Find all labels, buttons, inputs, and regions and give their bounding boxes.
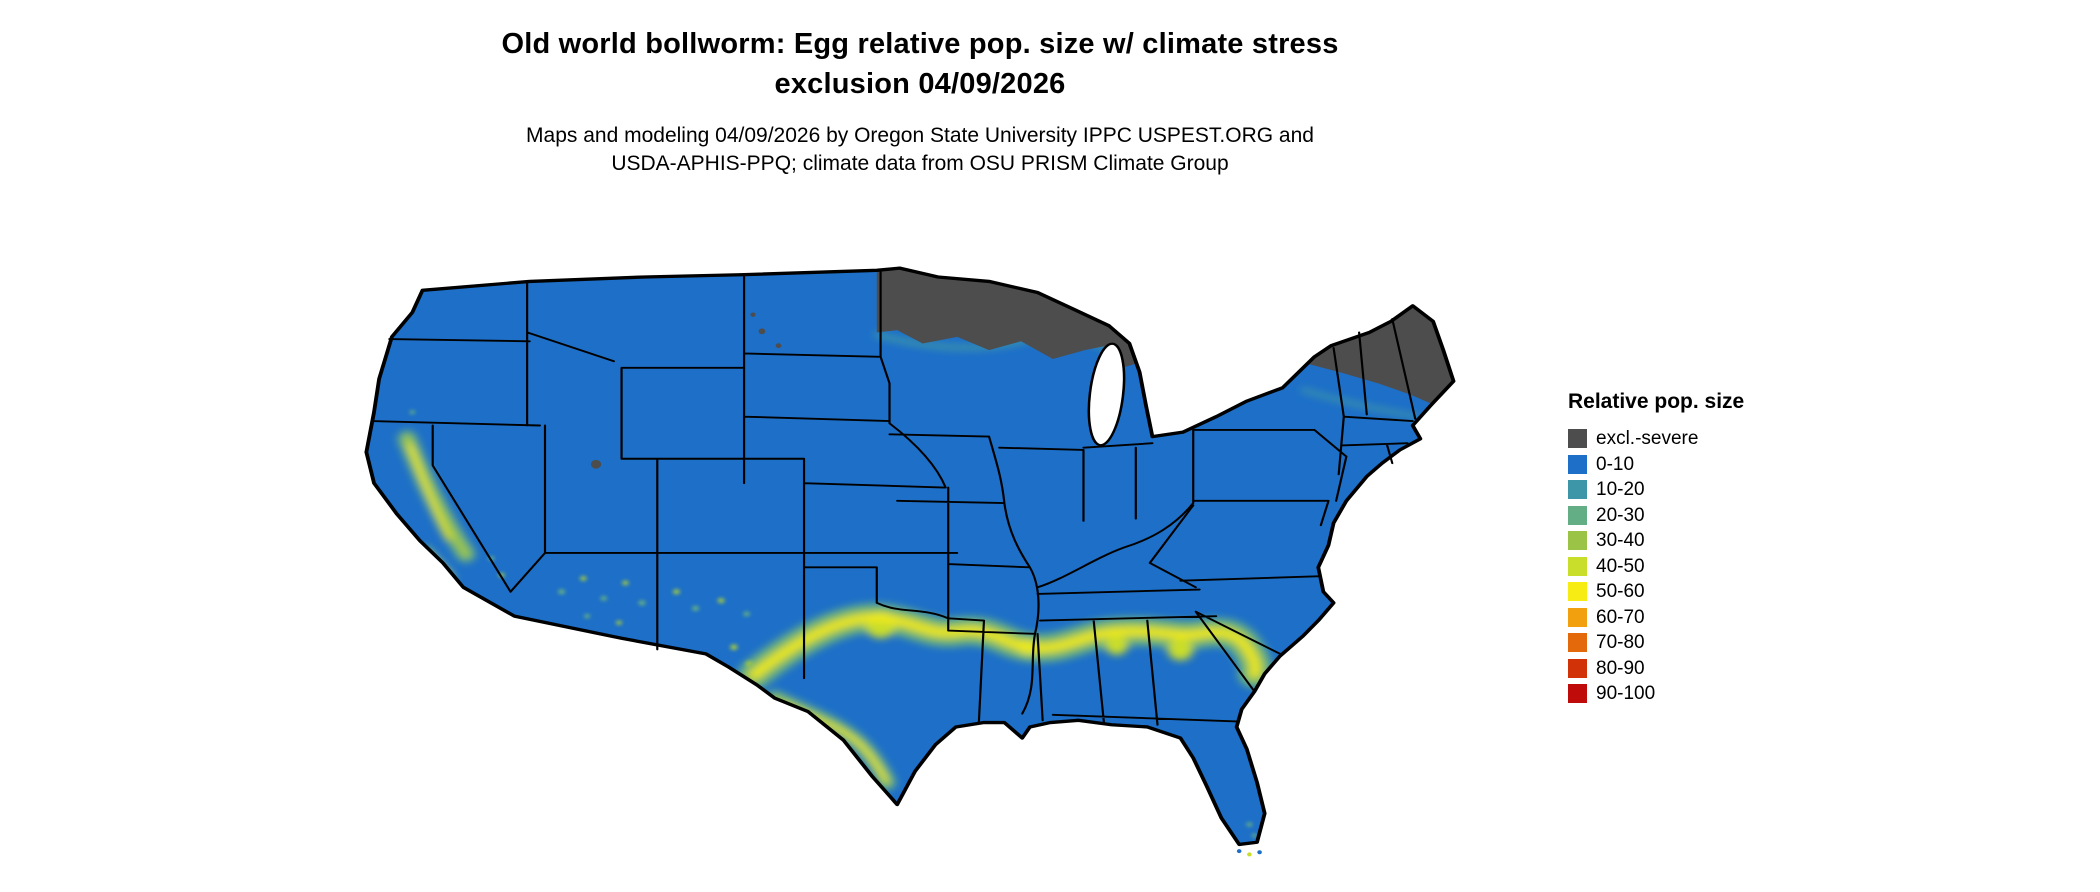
map-subtitle: Maps and modeling 04/09/2026 by Oregon S… [526, 124, 1314, 176]
legend-label: excl.-severe [1596, 428, 1699, 450]
legend-item: 50-60 [1568, 579, 1744, 605]
legend-items: excl.-severe 0-10 10-20 20-30 30-40 40-5… [1568, 426, 1744, 707]
legend-label: 0-10 [1596, 453, 1635, 475]
legend-swatch [1568, 633, 1587, 653]
legend-swatch [1568, 582, 1587, 602]
state-borders [370, 269, 1417, 726]
legend-swatch [1568, 658, 1587, 678]
legend-item: 10-20 [1568, 477, 1744, 503]
legend-swatch [1568, 531, 1587, 551]
us-outline [364, 266, 1456, 847]
legend-label: 70-80 [1596, 632, 1645, 654]
legend-item: 90-100 [1568, 681, 1744, 707]
legend-swatch [1568, 480, 1587, 500]
map-container [300, 226, 1525, 891]
legend-swatch [1568, 505, 1587, 525]
legend-label: 60-70 [1596, 606, 1645, 628]
map-title: Old world bollworm: Egg relative pop. si… [501, 28, 1339, 101]
legend-item: excl.-severe [1568, 426, 1744, 452]
legend-item: 20-30 [1568, 503, 1744, 529]
legend-label: 50-60 [1596, 581, 1645, 603]
florida-keys [1236, 849, 1262, 857]
exclusion-zones [590, 268, 1454, 469]
legend-item: 30-40 [1568, 528, 1744, 554]
legend-label: 40-50 [1596, 555, 1645, 577]
us-landmass [366, 268, 1454, 845]
legend-item: 0-10 [1568, 452, 1744, 478]
legend-label: 10-20 [1596, 479, 1645, 501]
lake-michigan-icon [1087, 342, 1126, 447]
legend-item: 40-50 [1568, 554, 1744, 580]
legend-item: 80-90 [1568, 656, 1744, 682]
legend-title: Relative pop. size [1568, 390, 1745, 413]
us-map [364, 266, 1456, 857]
great-salt-lake [590, 459, 602, 469]
legend-swatch [1568, 684, 1587, 704]
legend-label: 80-90 [1596, 657, 1645, 679]
legend-swatch [1568, 556, 1587, 576]
legend-swatch [1568, 429, 1587, 449]
legend-label: 20-30 [1596, 504, 1645, 526]
legend-item: 60-70 [1568, 605, 1744, 631]
legend-item: 70-80 [1568, 630, 1744, 656]
exclusion-north-central [876, 268, 1138, 368]
legend-label: 30-40 [1596, 530, 1645, 552]
legend-label: 90-100 [1596, 683, 1656, 705]
legend-swatch [1568, 607, 1587, 627]
legend-swatch [1568, 454, 1587, 474]
exclusion-northeast [1297, 305, 1454, 404]
legend: Relative pop. size excl.-severe 0-10 10-… [1568, 390, 1744, 707]
